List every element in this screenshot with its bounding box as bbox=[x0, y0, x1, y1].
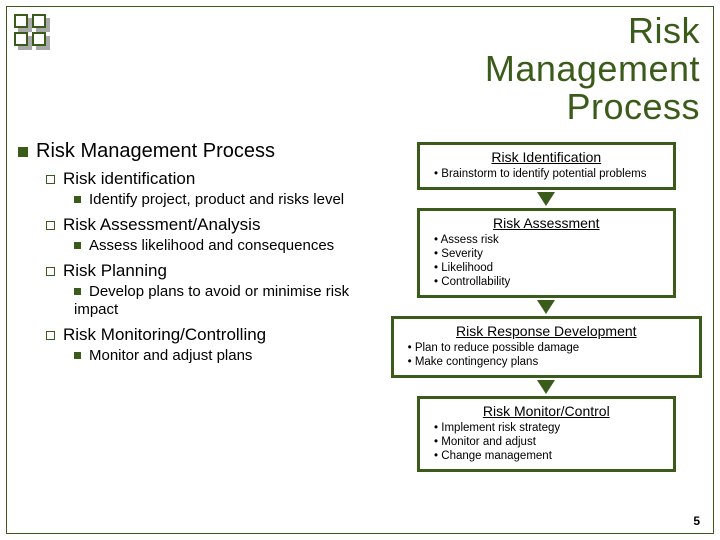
outline-item: Risk identification bbox=[46, 169, 379, 189]
outline-heading-text: Risk Management Process bbox=[36, 140, 275, 162]
outline-column: Risk Management Process Risk identificat… bbox=[18, 140, 385, 522]
outline-item-label: Risk Assessment/Analysis bbox=[63, 215, 260, 234]
flow-box-list: Assess risk Severity Likelihood Controll… bbox=[428, 233, 664, 289]
flow-box-list: Implement risk strategy Monitor and adju… bbox=[428, 421, 664, 463]
title-line: Risk bbox=[485, 12, 700, 50]
flow-bullet: Controllability bbox=[434, 275, 664, 289]
outline-heading: Risk Management Process bbox=[18, 140, 379, 163]
flow-box: Risk Assessment Assess risk Severity Lik… bbox=[417, 208, 675, 298]
flow-bullet: Severity bbox=[434, 247, 664, 261]
flow-bullet: Make contingency plans bbox=[408, 355, 691, 369]
outline-subitem: Monitor and adjust plans bbox=[74, 347, 379, 365]
hollow-square-bullet-icon bbox=[46, 331, 55, 340]
outline-item: Risk Assessment/Analysis bbox=[46, 215, 379, 235]
flow-bullet: Likelihood bbox=[434, 261, 664, 275]
outline-subitem-text: Develop plans to avoid or minimise risk … bbox=[74, 283, 349, 318]
outline-item-label: Risk Planning bbox=[63, 261, 167, 280]
small-square-bullet-icon bbox=[74, 352, 81, 359]
flow-bullet: Change management bbox=[434, 449, 664, 463]
flow-box: Risk Response Development Plan to reduce… bbox=[391, 316, 702, 378]
outline-item-label: Risk identification bbox=[63, 169, 195, 188]
flow-box: Risk Identification Brainstorm to identi… bbox=[417, 142, 675, 190]
arrow-down-icon bbox=[537, 380, 555, 394]
flow-bullet: Implement risk strategy bbox=[434, 421, 664, 435]
flow-bullet: Monitor and adjust bbox=[434, 435, 664, 449]
flow-box: Risk Monitor/Control Implement risk stra… bbox=[417, 396, 675, 472]
small-square-bullet-icon bbox=[74, 288, 81, 295]
page-number: 5 bbox=[693, 514, 700, 528]
outline-subitem: Assess likelihood and consequences bbox=[74, 237, 379, 255]
outline-subitem-text: Assess likelihood and consequences bbox=[89, 237, 334, 254]
outline-subitem-text: Identify project, product and risks leve… bbox=[89, 191, 344, 208]
small-square-bullet-icon bbox=[74, 242, 81, 249]
outline-subitem: Develop plans to avoid or minimise risk … bbox=[74, 283, 379, 319]
hollow-square-bullet-icon bbox=[46, 221, 55, 230]
hollow-square-bullet-icon bbox=[46, 175, 55, 184]
outline-subitem-text: Monitor and adjust plans bbox=[89, 347, 252, 364]
flow-box-list: Plan to reduce possible damage Make cont… bbox=[402, 341, 691, 369]
small-square-bullet-icon bbox=[74, 196, 81, 203]
arrow-down-icon bbox=[537, 300, 555, 314]
flowchart-column: Risk Identification Brainstorm to identi… bbox=[385, 140, 702, 522]
outline-item: Risk Monitoring/Controlling bbox=[46, 325, 379, 345]
square-bullet-icon bbox=[18, 147, 28, 157]
hollow-square-bullet-icon bbox=[46, 267, 55, 276]
title-line: Process bbox=[485, 88, 700, 126]
flow-bullet: Plan to reduce possible damage bbox=[408, 341, 691, 355]
outline-subitem: Identify project, product and risks leve… bbox=[74, 191, 379, 209]
flow-box-list: Brainstorm to identify potential problem… bbox=[428, 167, 664, 181]
outline-item: Risk Planning bbox=[46, 261, 379, 281]
flow-box-title: Risk Assessment bbox=[428, 215, 664, 231]
flow-box-title: Risk Identification bbox=[428, 149, 664, 165]
title-line: Management bbox=[485, 50, 700, 88]
flow-bullet: Assess risk bbox=[434, 233, 664, 247]
flow-box-title: Risk Response Development bbox=[402, 323, 691, 339]
flow-box-title: Risk Monitor/Control bbox=[428, 403, 664, 419]
outline-item-label: Risk Monitoring/Controlling bbox=[63, 325, 266, 344]
arrow-down-icon bbox=[537, 192, 555, 206]
flow-bullet: Brainstorm to identify potential problem… bbox=[434, 167, 664, 181]
slide-title: Risk Management Process bbox=[485, 12, 700, 126]
